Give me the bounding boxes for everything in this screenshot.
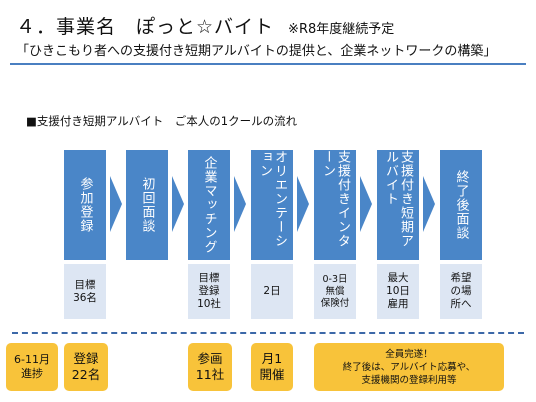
progress-period-badge: 6-11月 進捗	[6, 343, 58, 391]
dashed-divider	[12, 332, 524, 334]
step-detail-part-time-job: 最大 10日 雇用	[377, 264, 419, 319]
step-internship: 支援付きインターン	[314, 150, 356, 260]
title-divider	[10, 63, 526, 65]
step-label: 参加登録	[77, 177, 93, 233]
progress-summary: 全員完遂！ 終了後は、アルバイト応募や、 支援機関の登録利用等	[314, 343, 504, 391]
arrow-icon	[234, 176, 246, 232]
arrow-icon	[423, 176, 435, 232]
progress-orientation: 月1 開催	[251, 343, 293, 391]
step-detail-matching: 目標 登録 10社	[188, 264, 230, 319]
step-detail-internship: 0-3日 無償 保険付	[314, 264, 356, 319]
progress-companies: 参画 11社	[188, 343, 232, 391]
section-title: ■支援付き短期アルバイト ご本人の1クールの流れ	[26, 114, 298, 128]
step-label: 支援付きインターン	[320, 150, 350, 248]
title-text: ４．事業名 ぽっと☆バイト	[16, 16, 275, 38]
step-orientation: オリエンテーション	[251, 150, 293, 260]
step-label: 終了後面談	[453, 170, 469, 240]
arrow-icon	[360, 176, 372, 232]
step-registration: 参加登録	[64, 150, 106, 260]
step-detail-registration: 目標 36名	[64, 264, 106, 319]
arrow-icon	[110, 176, 122, 232]
arrow-icon	[297, 176, 309, 232]
title-note: ※R8年度継続予定	[288, 22, 395, 37]
step-company-matching: 企業マッチング	[188, 150, 230, 260]
step-first-interview: 初回面談	[126, 150, 168, 260]
step-label: 企業マッチング	[201, 156, 217, 254]
step-label: 支援付き短期アルバイト	[383, 150, 413, 248]
step-detail-final-interview: 希望 の場 所へ	[440, 264, 482, 319]
progress-registered: 登録 22名	[64, 343, 108, 391]
step-label: オリエンテーション	[257, 150, 287, 248]
arrow-icon	[172, 176, 184, 232]
page-subtitle: 「ひきこもり者への支援付き短期アルバイトの提供と、企業ネットワークの構築」	[16, 44, 497, 59]
page-title: ４．事業名 ぽっと☆バイト ※R8年度継続予定	[16, 12, 394, 39]
step-part-time-job: 支援付き短期アルバイト	[377, 150, 419, 260]
step-label: 初回面談	[139, 177, 155, 233]
step-final-interview: 終了後面談	[440, 150, 482, 260]
step-detail-orientation: 2日	[251, 264, 293, 319]
